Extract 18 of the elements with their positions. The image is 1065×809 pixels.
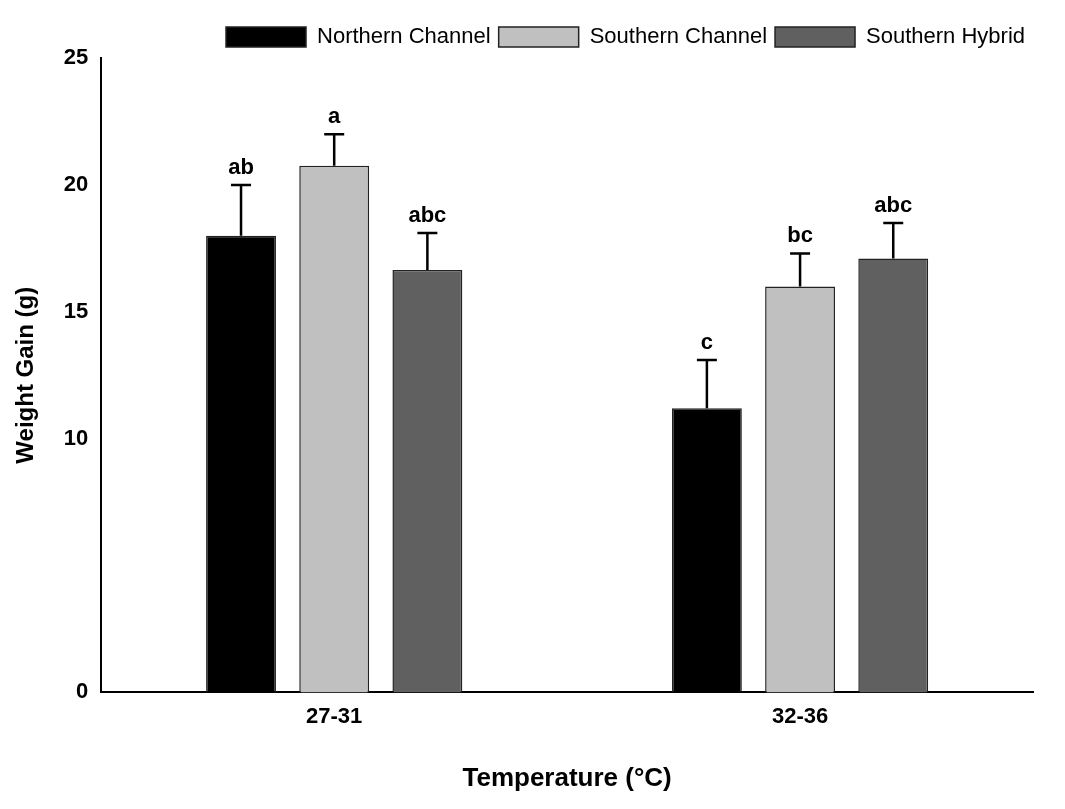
- y-tick-label: 20: [63, 170, 89, 196]
- y-tick-label: 0: [76, 678, 89, 704]
- data-label: c: [700, 329, 714, 355]
- data-label: ab: [228, 153, 254, 179]
- y-tick-label: 25: [63, 44, 89, 70]
- y-tick-label: 10: [63, 424, 89, 450]
- legend-label: Southern Hybrid: [866, 23, 1026, 49]
- x-tick-label: 27-31: [306, 702, 363, 728]
- legend-label: Southern Channel: [589, 23, 768, 49]
- x-tick-label: 32-36: [771, 702, 829, 728]
- y-tick-label: 15: [63, 297, 89, 323]
- x-axis-title: Temperature (°C): [462, 761, 672, 792]
- data-label: abc: [874, 192, 913, 218]
- data-label: a: [328, 103, 342, 129]
- data-label: abc: [408, 202, 447, 228]
- y-axis-title: Weight Gain (g): [11, 286, 39, 464]
- data-label: bc: [787, 222, 813, 248]
- legend-label: Northern Channel: [317, 23, 491, 49]
